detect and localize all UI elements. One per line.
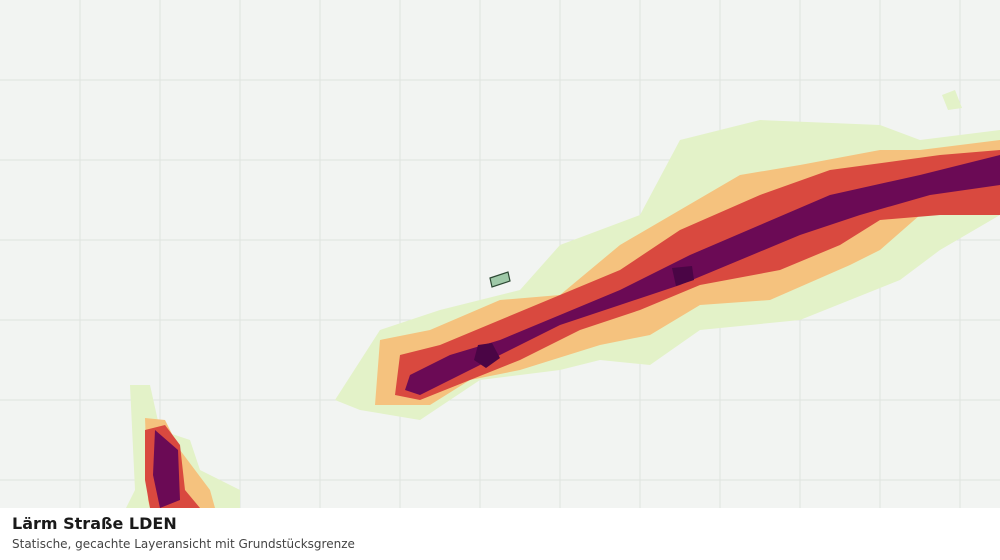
parcel-boundary[interactable] (489, 271, 511, 288)
noise-layer (125, 90, 1000, 510)
noise-band-very-high (153, 430, 180, 508)
noise-band-extreme (474, 343, 500, 368)
caption-bar: Lärm Straße LDEN Statische, gecachte Lay… (0, 508, 1000, 560)
map-title: Lärm Straße LDEN (12, 514, 177, 533)
noise-band-extreme (672, 266, 694, 286)
noise-band-low (942, 90, 962, 110)
map-subtitle: Statische, gecachte Layeransicht mit Gru… (12, 537, 355, 551)
noise-band-very-high (405, 155, 1000, 395)
